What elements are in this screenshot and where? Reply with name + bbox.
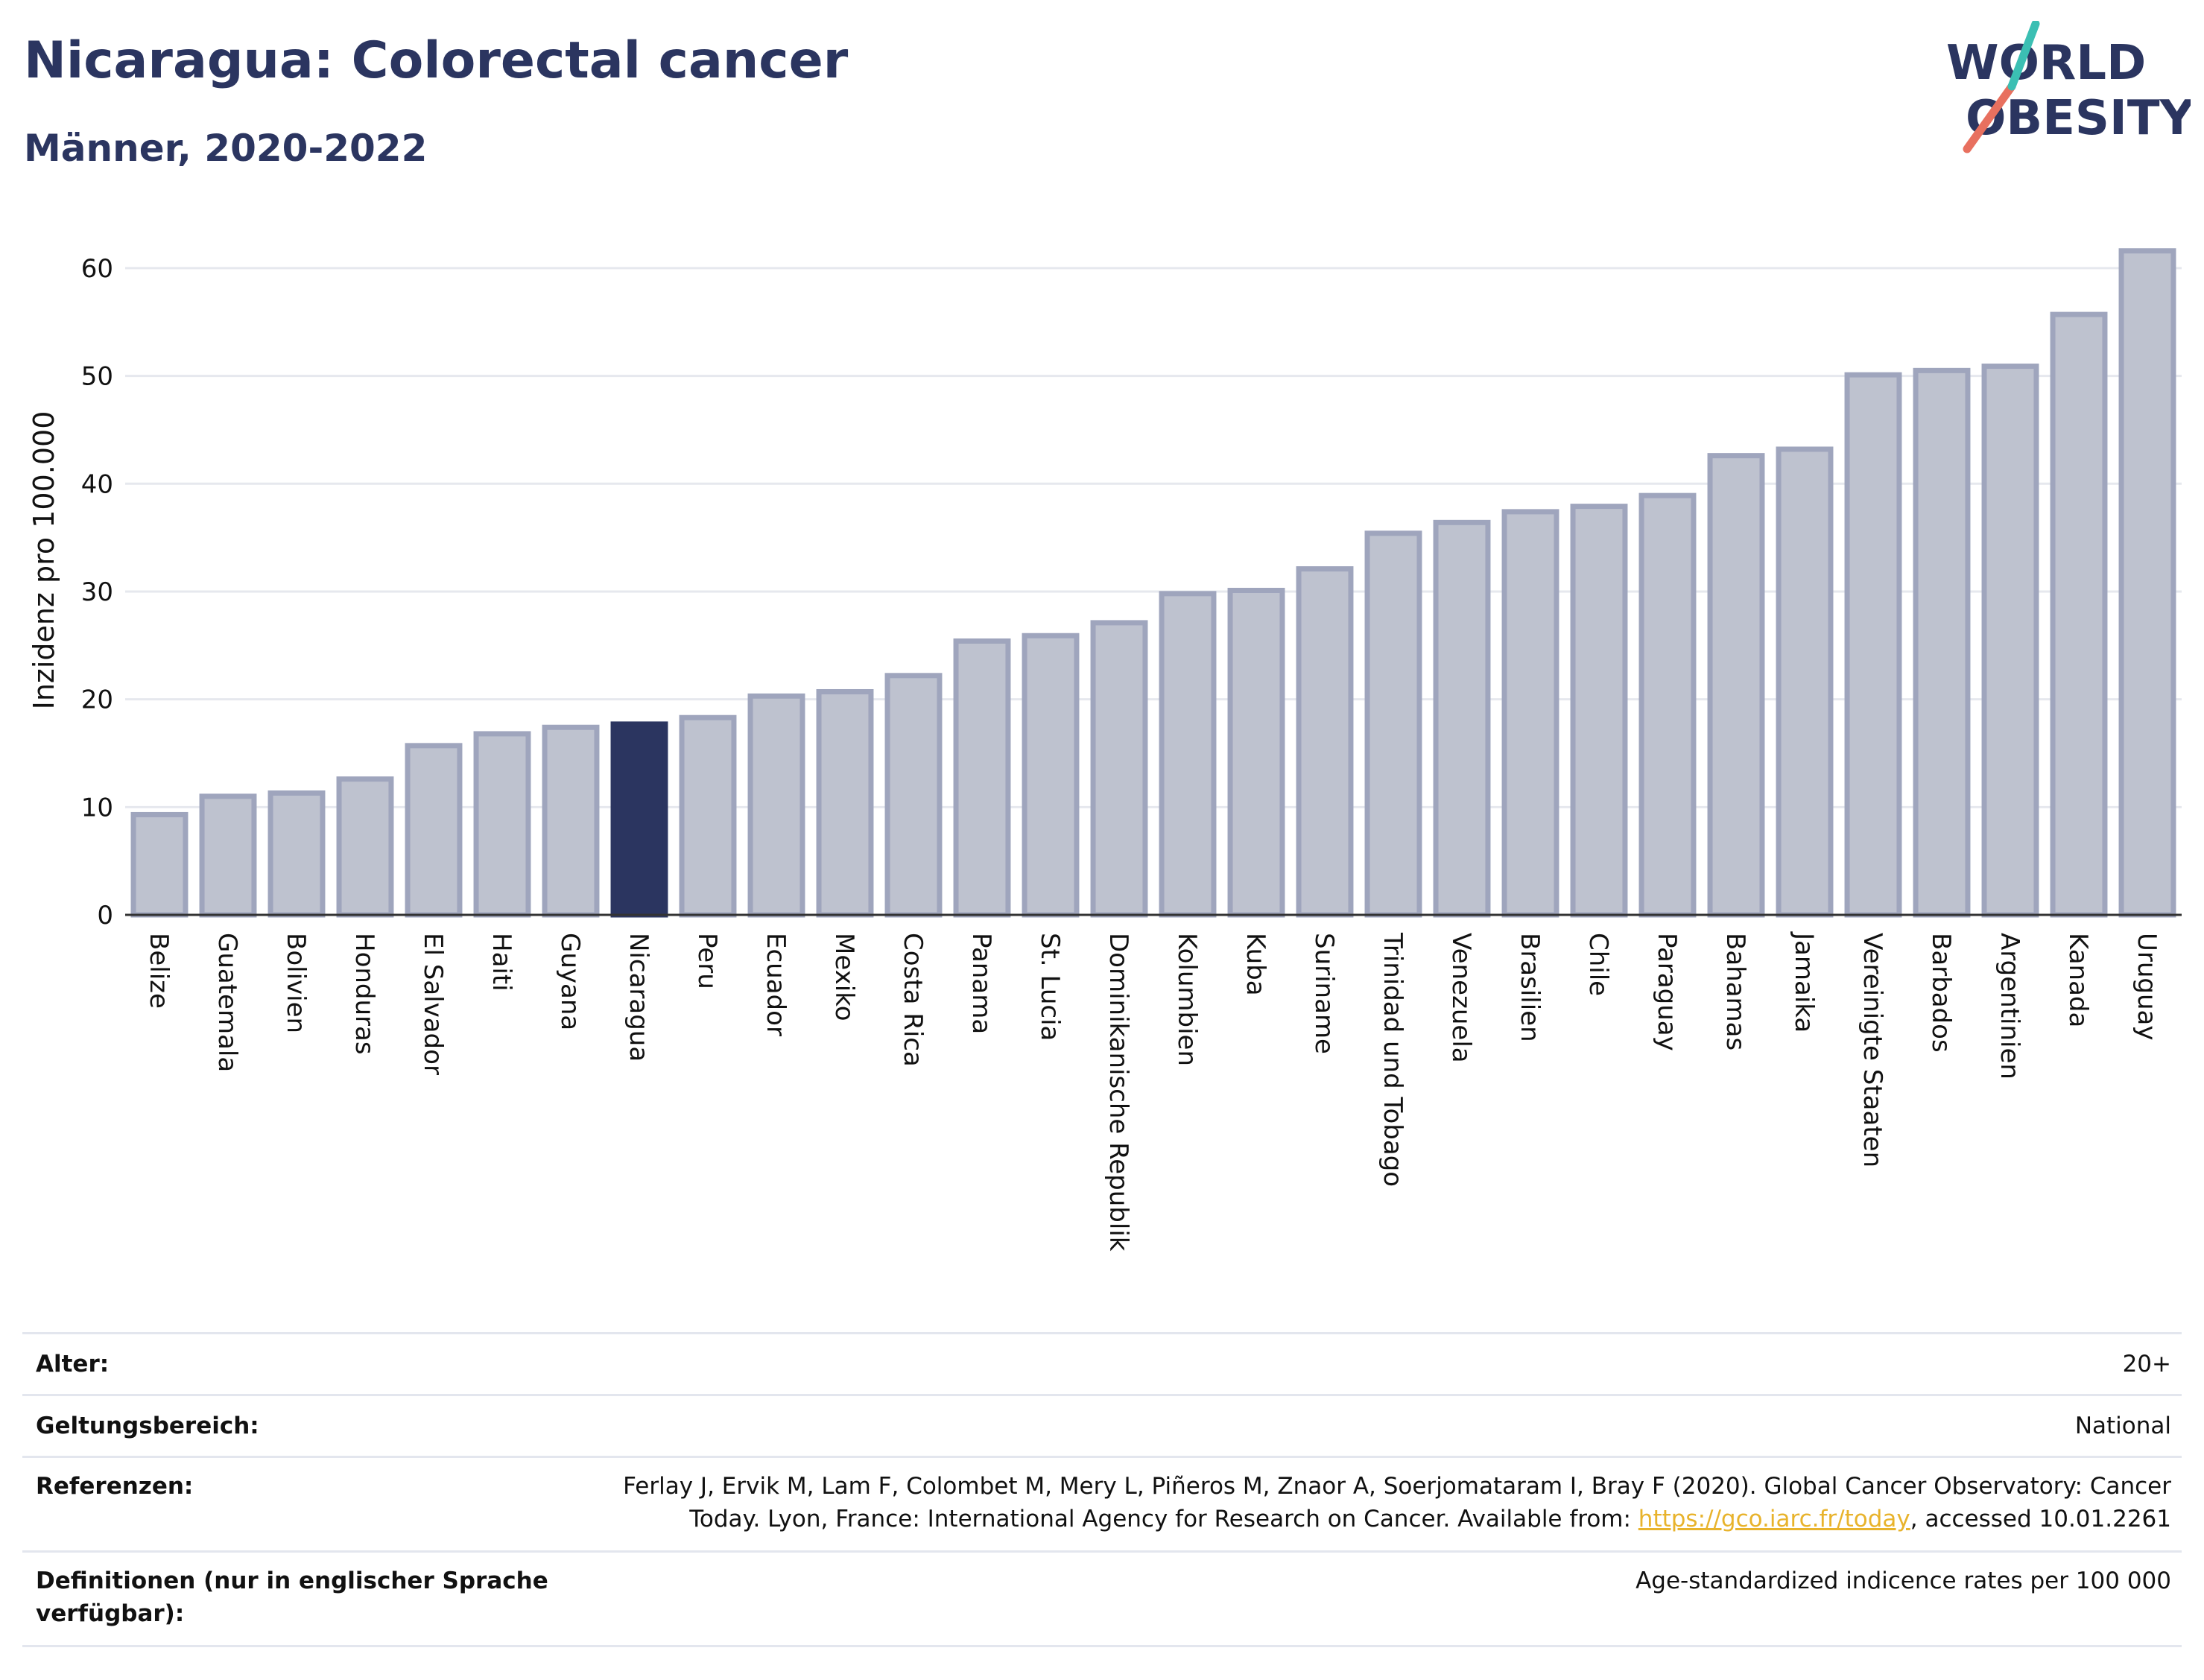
bar-jamaika (1776, 446, 1834, 918)
bar-barbados (1913, 367, 1971, 918)
age-label: Alter: (36, 1351, 110, 1378)
meta-row-references: Referenzen: Ferlay J, Ervik M, Lam F, Co… (22, 1456, 2182, 1550)
bar-el-salvador (405, 743, 463, 918)
bar-honduras (336, 776, 394, 918)
bar-paraguay (1638, 492, 1697, 918)
bar-kuba (1227, 587, 1285, 918)
y-tick-label: 50 (81, 362, 113, 392)
grid-lines (125, 267, 2182, 808)
bar-brasilien (1501, 509, 1559, 918)
x-tick-label: Barbados (1926, 933, 1956, 1053)
x-tick-label: Ecuador (761, 933, 791, 1036)
x-tick-label: Venezuela (1446, 933, 1476, 1063)
x-tick-label: Chile (1583, 933, 1613, 996)
bar-kanada (2050, 311, 2108, 918)
page-title: Nicaragua: Colorectal cancer (24, 31, 849, 90)
y-tick-label: 20 (81, 685, 113, 715)
references-text-1: Ferlay J, Ervik M, Lam F, Colombet M, Me… (623, 1473, 2171, 1500)
bar-chart: 0 10 20 30 40 50 60 Belize Guatemala Bolivien Hon… (28, 248, 2182, 1252)
scope-label: Geltungsbereich: (36, 1413, 259, 1439)
x-tick-label: Bahamas (1720, 933, 1750, 1050)
scope-value: National (2074, 1413, 2171, 1439)
x-tick-label: Trinidad und Tobago (1378, 932, 1407, 1187)
bar-belize (130, 811, 189, 918)
meta-row-definitions: Definitionen (nur in englischer Sprache … (22, 1550, 2182, 1647)
x-tick-label: Guyana (555, 933, 585, 1030)
x-tick-label: Kanada (2063, 933, 2093, 1027)
references-text-3: , accessed 10.01.2261 (1910, 1506, 2171, 1532)
metadata-table: Alter: 20+ Geltungsbereich: National Ref… (22, 1332, 2182, 1647)
references-label: Referenzen: (36, 1473, 194, 1500)
references-link[interactable]: https://gco.iarc.fr/today (1638, 1506, 1910, 1532)
x-tick-label: Honduras (349, 933, 379, 1055)
y-axis-label: Inzidenz pro 100.000 (28, 411, 60, 710)
x-tick-label: Costa Rica (898, 933, 928, 1067)
bar-st-lucia (1022, 633, 1080, 918)
x-tick-label: El Salvador (418, 933, 448, 1075)
x-tick-label: St. Lucia (1035, 933, 1065, 1041)
x-tick-label: Haiti (487, 933, 516, 992)
x-tick-labels: Belize Guatemala Bolivien Honduras El Salvad… (144, 931, 2162, 1252)
logo-line1: WORLD (1946, 36, 2146, 91)
bar-uruguay (2118, 248, 2176, 918)
x-tick-label: Uruguay (2132, 933, 2162, 1041)
logo-slash-teal (2007, 21, 2040, 91)
bar-venezuela (1433, 519, 1491, 918)
references-text-2: Today. Lyon, France: International Agenc… (689, 1506, 1631, 1532)
bar-suriname (1296, 566, 1354, 918)
x-tick-label: Kolumbien (1172, 933, 1202, 1066)
bar-guatemala (199, 793, 257, 918)
bar-peru (679, 714, 737, 918)
bars (125, 248, 2182, 918)
x-tick-label: Vereinigte Staaten (1858, 933, 1887, 1167)
definitions-label: Definitionen (nur in englischer Sprache … (36, 1568, 548, 1627)
world-obesity-logo: WORLD OBESITY (1946, 21, 2191, 153)
bar-trinidad-und-tobago (1364, 530, 1422, 918)
page-subtitle: Männer, 2020-2022 (24, 127, 428, 170)
x-tick-label: Jamaika (1789, 931, 1819, 1033)
x-tick-label: Panama (966, 933, 996, 1034)
x-tick-label: Paraguay (1652, 933, 1682, 1051)
bar-ecuador (747, 693, 805, 918)
x-tick-label: Argentinien (1995, 933, 2024, 1080)
y-tick-label: 40 (81, 469, 113, 499)
x-tick-label: Dominikanische Republik (1103, 933, 1133, 1252)
bar-bolivien (267, 790, 326, 918)
bar-argentinien (1981, 364, 2039, 918)
bar-kolumbien (1159, 591, 1217, 918)
bar-costa-rica (884, 673, 943, 918)
bar-mexiko (816, 688, 874, 918)
x-tick-label: Brasilien (1515, 933, 1545, 1042)
y-tick-label: 0 (97, 901, 113, 931)
bar-nicaragua (610, 721, 668, 918)
y-tick-labels: 0 10 20 30 40 50 60 (81, 254, 113, 931)
x-tick-label: Mexiko (829, 933, 859, 1021)
x-tick-label: Guatemala (212, 933, 242, 1072)
y-tick-label: 30 (81, 577, 113, 607)
x-tick-label: Kuba (1241, 933, 1270, 996)
bar-vereinigte-staaten (1844, 372, 1902, 918)
logo-slash-red (1963, 82, 2016, 153)
references-value: Ferlay J, Ervik M, Lam F, Colombet M, Me… (623, 1470, 2171, 1535)
y-tick-label: 10 (81, 793, 113, 822)
age-value: 20+ (2122, 1351, 2171, 1378)
x-tick-label: Belize (144, 933, 174, 1009)
definitions-value: Age-standardized indicence rates per 100… (1635, 1568, 2171, 1594)
bar-bahamas (1707, 453, 1765, 918)
y-tick-label: 60 (81, 254, 113, 284)
meta-row-age: Alter: 20+ (22, 1332, 2182, 1394)
bar-chile (1570, 504, 1628, 918)
bar-panama (953, 638, 1011, 918)
x-tick-label: Peru (692, 933, 722, 989)
bar-guyana (542, 724, 600, 918)
bar-haiti (473, 731, 531, 918)
x-tick-label: Nicaragua (624, 933, 653, 1062)
x-tick-label: Suriname (1309, 933, 1339, 1054)
bar-dominikanische-republik (1090, 620, 1148, 918)
meta-row-scope: Geltungsbereich: National (22, 1394, 2182, 1456)
x-tick-label: Bolivien (281, 933, 311, 1033)
